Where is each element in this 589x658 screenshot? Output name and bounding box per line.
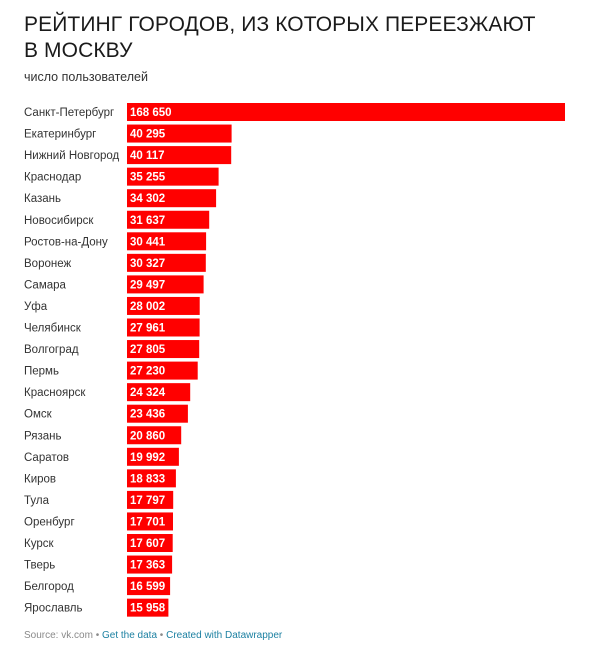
bar [127,534,173,552]
bar [127,124,232,143]
category-label: Екатеринбург [24,129,96,141]
value-label: 17 797 [130,495,165,507]
value-label: 24 324 [130,387,166,399]
bar [127,167,219,186]
value-label: 17 363 [130,560,165,572]
value-label: 29 497 [130,279,165,291]
value-label: 34 302 [130,193,165,205]
category-label: Оренбург [24,516,75,528]
chart-subtitle: число пользователей [24,70,148,84]
value-label: 27 230 [130,366,165,378]
footer-separator: • [92,630,102,641]
category-label: Казань [24,193,61,205]
bar [127,404,188,423]
category-label: Челябинск [24,323,82,335]
category-label: Санкт-Петербург [24,107,114,119]
bar [127,383,191,402]
bar [127,146,232,165]
category-label: Краснодар [24,172,81,184]
value-label: 28 002 [130,301,165,313]
category-label: Тула [24,495,50,507]
value-label: 18 833 [130,473,165,485]
category-label: Волгоград [24,344,79,356]
bar [127,253,206,272]
chart-title: РЕЙТИНГ ГОРОДОВ, ИЗ КОТОРЫХ ПЕРЕЕЗЖАЮТ В… [24,13,536,62]
value-label: 19 992 [130,452,165,464]
category-label: Пермь [24,366,59,378]
value-label: 20 860 [130,430,165,442]
bar [127,512,173,531]
value-label: 40 295 [130,129,166,141]
chart-footer: Source: vk.com • Get the data • Created … [24,630,282,641]
bar [127,447,179,466]
footer-separator: • [157,630,167,641]
source-text: Source: vk.com [24,630,93,641]
get-data-link[interactable]: Get the data [101,630,158,641]
value-label: 16 599 [130,581,165,593]
value-label: 40 117 [130,150,165,162]
bar [127,469,176,488]
bar-chart: Санкт-Петербург 168 650 Екатеринбург 40 295… [24,103,565,617]
category-label: Самара [24,279,67,291]
bar [127,318,200,337]
value-label: 23 436 [130,409,165,421]
value-label: 31 637 [130,215,165,227]
category-label: Тверь [24,560,55,572]
bar [127,275,204,294]
bar [127,577,171,596]
bar [127,361,198,380]
category-label: Красноярск [24,387,86,399]
category-label: Белгород [24,581,74,593]
category-label: Ростов-на-Дону [24,236,108,248]
bar [127,340,200,359]
category-label: Ярославль [24,603,83,615]
category-label: Курск [24,538,54,550]
bar [127,555,173,574]
category-label: Уфа [24,301,48,313]
category-label: Омск [24,409,53,421]
value-label: 27 805 [130,344,166,356]
category-label: Нижний Новгород [24,150,120,162]
bar [127,598,169,617]
value-label: 30 327 [130,258,165,270]
datawrapper-link[interactable]: Created with Datawrapper [166,630,283,641]
value-label: 17 701 [130,516,166,528]
category-label: Новосибирск [24,215,94,227]
value-label: 168 650 [130,107,172,119]
value-label: 17 607 [130,538,165,550]
category-label: Воронеж [24,258,71,270]
category-label: Рязань [24,430,62,442]
category-label: Киров [24,473,56,485]
bar [127,296,200,315]
bar [127,232,207,251]
value-label: 35 255 [130,172,166,184]
bar [127,426,182,445]
category-label: Саратов [24,452,69,464]
bar [127,189,217,208]
value-label: 15 958 [130,603,166,615]
bar [127,490,174,509]
value-label: 27 961 [130,323,166,335]
value-label: 30 441 [130,236,166,248]
bar [127,210,210,229]
bar [127,103,565,121]
